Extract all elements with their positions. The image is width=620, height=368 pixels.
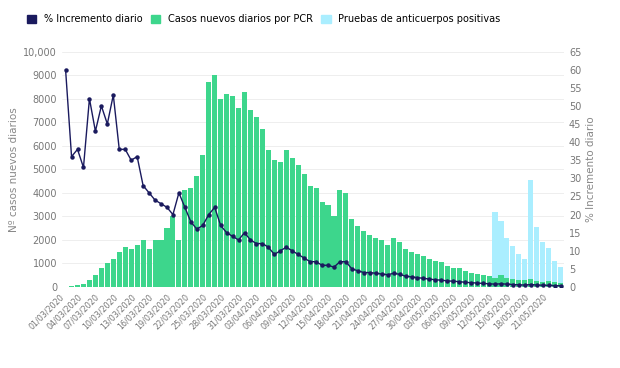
Bar [391,238,396,287]
Bar [498,221,503,275]
Bar [367,235,372,287]
Bar [218,99,223,287]
Bar [343,193,348,287]
Bar [272,160,277,287]
Bar [153,240,157,287]
Bar [373,238,378,287]
Bar [510,279,515,287]
Bar [290,158,294,287]
Bar [141,240,146,287]
Bar [135,245,140,287]
Bar [516,280,521,287]
Bar [111,259,116,287]
Bar [451,268,456,287]
Bar [81,283,86,287]
Bar [457,268,462,287]
Bar [528,180,533,279]
Bar [516,254,521,280]
Bar [492,212,497,277]
Bar [379,240,384,287]
Bar [236,108,241,287]
Bar [522,280,528,287]
Bar [105,263,110,287]
Bar [296,164,301,287]
Legend: % Incremento diario, Casos nuevos diarios por PCR, Pruebas de anticuerpos positi: % Incremento diario, Casos nuevos diario… [27,14,500,24]
Bar [176,240,182,287]
Bar [349,219,355,287]
Bar [558,283,563,287]
Bar [522,259,528,280]
Bar [146,250,152,287]
Bar [534,227,539,281]
Bar [129,250,134,287]
Bar [314,188,319,287]
Bar [546,281,551,287]
Bar [552,261,557,282]
Bar [540,242,545,282]
Bar [546,248,551,281]
Bar [284,151,289,287]
Bar [194,176,199,287]
Bar [159,240,164,287]
Bar [123,247,128,287]
Bar [224,94,229,287]
Bar [469,273,474,287]
Bar [397,242,402,287]
Bar [415,254,420,287]
Bar [480,275,485,287]
Bar [534,281,539,287]
Bar [421,256,426,287]
Bar [510,246,515,279]
Bar [248,110,253,287]
Bar [385,245,390,287]
Bar [182,191,187,287]
Bar [498,275,503,287]
Bar [93,275,98,287]
Bar [117,252,122,287]
Bar [278,162,283,287]
Bar [69,286,74,287]
Bar [540,282,545,287]
Bar [528,279,533,287]
Bar [552,282,557,287]
Bar [355,226,360,287]
Bar [206,82,211,287]
Bar [463,270,467,287]
Y-axis label: Nº casos nuevos diarios: Nº casos nuevos diarios [9,107,19,231]
Y-axis label: % Incremento diario: % Incremento diario [586,116,596,222]
Bar [308,186,312,287]
Bar [230,96,235,287]
Bar [487,276,492,287]
Bar [75,285,80,287]
Bar [505,277,510,287]
Bar [200,155,205,287]
Bar [439,262,444,287]
Bar [170,216,175,287]
Bar [326,205,330,287]
Bar [99,268,104,287]
Bar [409,252,414,287]
Bar [337,191,342,287]
Bar [492,277,497,287]
Bar [332,216,337,287]
Bar [558,268,563,283]
Bar [164,228,169,287]
Bar [427,259,432,287]
Bar [212,75,217,287]
Bar [319,202,325,287]
Bar [254,117,259,287]
Bar [445,266,450,287]
Bar [260,129,265,287]
Bar [266,151,271,287]
Bar [361,230,366,287]
Bar [242,92,247,287]
Bar [87,280,92,287]
Bar [301,174,307,287]
Bar [433,261,438,287]
Bar [188,188,193,287]
Bar [403,250,408,287]
Bar [505,238,510,277]
Bar [474,274,480,287]
